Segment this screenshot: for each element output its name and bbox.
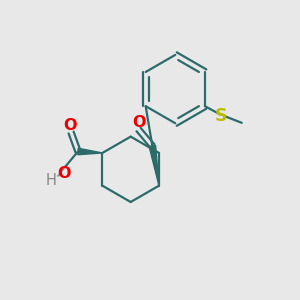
Text: H: H (46, 173, 56, 188)
Polygon shape (78, 148, 102, 155)
Text: O: O (58, 166, 71, 181)
Polygon shape (149, 146, 159, 186)
Text: O: O (63, 118, 77, 134)
Text: O: O (132, 116, 145, 130)
Text: S: S (215, 107, 227, 125)
